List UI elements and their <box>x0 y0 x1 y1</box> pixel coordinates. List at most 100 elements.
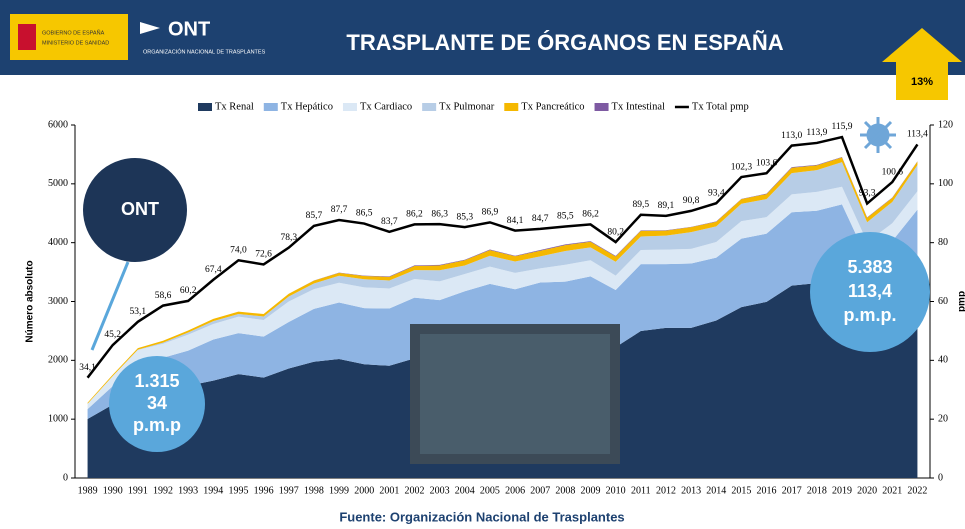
value-label: 113,9 <box>806 128 827 138</box>
y-tick-label: 5000 <box>48 178 68 189</box>
value-label: 93,4 <box>708 188 725 198</box>
title: TRASPLANTE DE ÓRGANOS EN ESPAÑA <box>346 30 783 55</box>
x-tick-label: 2005 <box>480 485 500 496</box>
value-label: 60,2 <box>180 286 197 296</box>
value-label: 100,6 <box>882 167 904 177</box>
x-tick-label: 1998 <box>304 485 324 496</box>
bubble-label: 1.315 <box>134 371 179 391</box>
y2-tick-label: 100 <box>938 178 953 189</box>
y2-tick-label: 0 <box>938 472 943 483</box>
x-tick-label: 1993 <box>178 485 198 496</box>
value-label: 85,3 <box>456 212 473 222</box>
legend-label: Tx Pancreático <box>521 101 584 112</box>
y-tick-label: 1000 <box>48 413 68 424</box>
legend-swatch <box>422 103 436 111</box>
value-label: 103,6 <box>756 158 778 168</box>
ont-bubble-logo: ONT <box>121 199 159 219</box>
y2-tick-label: 40 <box>938 355 948 366</box>
value-label: 86,9 <box>482 208 499 218</box>
x-tick-label: 2006 <box>505 485 525 496</box>
x-tick-label: 2016 <box>757 485 777 496</box>
virus-icon <box>860 117 896 153</box>
x-tick-label: 2003 <box>430 485 450 496</box>
value-label: 89,5 <box>632 200 649 210</box>
x-tick-label: 2022 <box>907 485 927 496</box>
x-tick-label: 2007 <box>530 485 550 496</box>
legend-swatch <box>264 103 278 111</box>
y-tick-label: 4000 <box>48 237 68 248</box>
footer: Fuente: Organización Nacional de Traspla… <box>339 509 624 524</box>
x-tick-label: 2014 <box>706 485 726 496</box>
value-label: 53,1 <box>130 307 147 317</box>
bubble-label: 34 <box>147 393 167 413</box>
x-tick-label: 2019 <box>832 485 852 496</box>
x-tick-label: 2010 <box>606 485 626 496</box>
y-tick-label: 3000 <box>48 296 68 307</box>
x-tick-label: 2021 <box>882 485 902 496</box>
x-tick-label: 1990 <box>103 485 123 496</box>
value-label: 113,0 <box>781 131 802 141</box>
value-label: 90,8 <box>683 196 700 206</box>
legend-label: Tx Pulmonar <box>439 101 495 112</box>
gov-text: MINISTERIO DE SANIDAD <box>42 40 109 46</box>
bubble-label: 5.383 <box>847 257 892 277</box>
value-label: 86,3 <box>431 209 448 219</box>
legend-swatch <box>198 103 212 111</box>
y2-tick-label: 20 <box>938 413 948 424</box>
x-tick-label: 2012 <box>656 485 676 496</box>
legend-label: Tx Cardiaco <box>360 101 412 112</box>
value-label: 34,1 <box>79 363 96 373</box>
slide: GOBIERNO DE ESPAÑA MINISTERIO DE SANIDAD… <box>0 0 965 529</box>
x-tick-label: 1997 <box>279 485 299 496</box>
x-tick-label: 1992 <box>153 485 173 496</box>
value-label: 78,3 <box>280 233 297 243</box>
y2-axis-title: pmp <box>957 291 965 312</box>
legend-label: Tx Renal <box>215 101 254 112</box>
x-tick-label: 2001 <box>379 485 399 496</box>
value-label: 72,6 <box>255 250 272 260</box>
x-tick-label: 1995 <box>228 485 248 496</box>
ont-logo: ONT <box>168 18 210 40</box>
legend-label: Tx Total pmp <box>692 101 749 112</box>
value-label: 67,4 <box>205 265 222 275</box>
x-tick-label: 2013 <box>681 485 701 496</box>
value-label: 86,5 <box>356 209 373 219</box>
value-label: 93,3 <box>859 189 876 199</box>
x-tick-label: 2009 <box>581 485 601 496</box>
x-tick-label: 1994 <box>203 485 223 496</box>
value-label: 74,0 <box>230 246 247 256</box>
value-label: 84,1 <box>507 216 524 226</box>
value-label: 84,7 <box>532 214 549 224</box>
value-label: 113,4 <box>907 130 928 140</box>
value-label: 86,2 <box>406 210 423 220</box>
bubble-label: p.m.p. <box>844 305 897 325</box>
y2-tick-label: 120 <box>938 119 953 130</box>
y-tick-label: 6000 <box>48 119 68 130</box>
ont-sub: ORGANIZACIÓN NACIONAL DE TRASPLANTES <box>143 48 266 55</box>
value-label: 45,2 <box>104 330 121 340</box>
x-tick-label: 1996 <box>254 485 274 496</box>
photo-detail <box>420 334 610 454</box>
value-label: 87,7 <box>331 205 348 215</box>
x-tick-label: 2017 <box>782 485 802 496</box>
x-tick-label: 1989 <box>78 485 98 496</box>
value-label: 115,9 <box>831 122 852 132</box>
x-tick-label: 1999 <box>329 485 349 496</box>
gov-text: GOBIERNO DE ESPAÑA <box>42 29 105 36</box>
coat-of-arms <box>18 24 36 50</box>
x-tick-label: 2000 <box>354 485 374 496</box>
x-tick-label: 2018 <box>807 485 827 496</box>
value-label: 86,2 <box>582 210 599 220</box>
x-tick-label: 2004 <box>455 485 475 496</box>
value-label: 80,2 <box>607 227 624 237</box>
legend-swatch <box>595 103 609 111</box>
y2-tick-label: 80 <box>938 237 948 248</box>
value-label: 85,7 <box>306 211 323 221</box>
value-label: 102,3 <box>731 162 753 172</box>
x-tick-label: 2015 <box>731 485 751 496</box>
y2-tick-label: 60 <box>938 296 948 307</box>
value-label: 89,1 <box>658 201 675 211</box>
y-axis-title: Número absoluto <box>25 260 36 342</box>
badge: 13% <box>911 76 933 88</box>
legend-swatch <box>504 103 518 111</box>
